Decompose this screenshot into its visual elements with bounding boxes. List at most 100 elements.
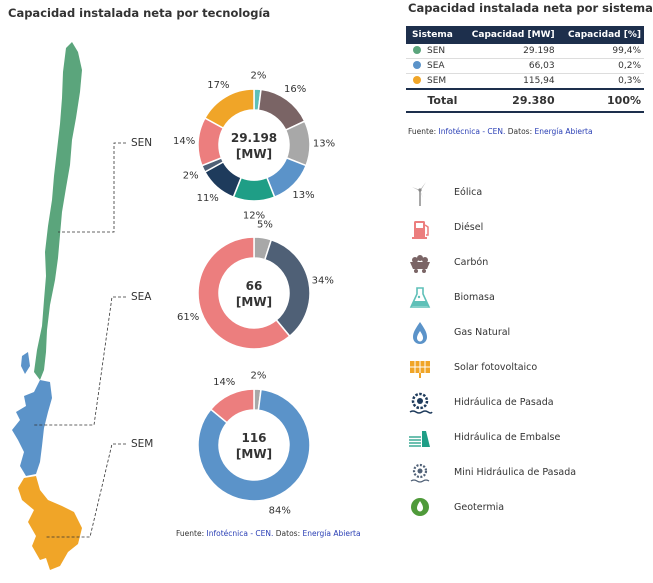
- slice-label: 16%: [284, 84, 306, 95]
- donut-center-value: 66: [246, 279, 263, 293]
- slice-label: 14%: [213, 377, 235, 388]
- fuel-pump-icon: [412, 221, 429, 239]
- donut-center-unit: [MW]: [236, 447, 272, 461]
- table-cell-pct: 99,4%: [557, 44, 644, 59]
- slice-label: 13%: [313, 138, 335, 149]
- legend-label: Hidráulica de Embalse: [454, 432, 561, 443]
- geothermal-icon: [411, 498, 429, 516]
- slice-label: 5%: [257, 219, 273, 230]
- slice-label: 2%: [183, 170, 199, 181]
- leader-line-sen: [58, 142, 126, 233]
- slice-label: 12%: [243, 211, 265, 222]
- mini-water-wheel-icon: [410, 463, 430, 483]
- region-label-sem: SEM: [131, 438, 153, 450]
- legend-item-hidraulica-embalse: Hidráulica de Embalse: [404, 423, 644, 453]
- legend-label: Gas Natural: [454, 327, 511, 338]
- table-total-pct: 100%: [557, 88, 644, 113]
- table-header: Capacidad [%]: [557, 26, 644, 44]
- donut-chart-sen: 2% 16% 13% 13% 12% 11% 2% 14% 17% 29.198 [MW]: [173, 71, 335, 222]
- table-total-mw: 29.380: [460, 88, 558, 113]
- chile-map: [12, 42, 82, 570]
- legend-label: Biomasa: [454, 292, 495, 303]
- map-region-sea: [12, 380, 52, 476]
- slice-label: 84%: [269, 506, 291, 517]
- flask-icon: [409, 287, 431, 308]
- wind-turbine-icon: [412, 182, 426, 206]
- legend-item-diesel: Diésel: [404, 213, 644, 243]
- chart-title: Capacidad instalada neta por tecnología: [8, 6, 271, 20]
- table-row: SEM 115,94 0,3%: [406, 73, 644, 90]
- table-cell-name: SEA: [406, 58, 461, 74]
- table-header: Capacidad [MW]: [460, 26, 558, 44]
- region-label-sen: SEN: [131, 137, 152, 149]
- slice-label: 2%: [250, 71, 266, 82]
- legend-dot-icon: [413, 76, 421, 84]
- gas-flame-icon: [413, 322, 427, 344]
- donut-center-unit: [MW]: [236, 147, 272, 161]
- slice-label: 17%: [207, 80, 229, 91]
- donut-chart-sea: 5% 34% 61% 66 [MW]: [177, 219, 334, 350]
- coal-cart-icon: [410, 255, 430, 273]
- legend-dot-icon: [413, 61, 421, 69]
- donut-slice-sea-2: [197, 236, 291, 350]
- donut-slice-sea-1: [263, 238, 311, 338]
- water-wheel-icon: [409, 392, 433, 414]
- table-total-label: Total: [406, 88, 461, 113]
- legend-item-gas-natural: Gas Natural: [404, 318, 644, 348]
- source-link-infotecnica[interactable]: Infotécnica - CEN.: [206, 529, 274, 538]
- legend-item-mini-hidraulica: Mini Hidráulica de Pasada: [404, 458, 644, 488]
- slice-label: 14%: [173, 136, 195, 147]
- donut-chart-sem: 2% 84% 14% 116 [MW]: [197, 371, 311, 517]
- legend-item-biomasa: Biomasa: [404, 283, 644, 313]
- table-cell-mw: 29.198: [460, 44, 558, 59]
- table-cell-mw: 115,94: [460, 73, 558, 90]
- table-total-row: Total 29.380 100%: [406, 88, 644, 113]
- table-cell-pct: 0,3%: [557, 73, 644, 90]
- donut-slice-sem-2: [209, 388, 255, 424]
- table-cell-name: SEN: [406, 44, 461, 59]
- legend-label: Solar fotovoltaico: [454, 362, 538, 373]
- legend-label: Geotermia: [454, 502, 505, 513]
- table-header: Sistema: [406, 26, 461, 44]
- map-region-sem: [18, 476, 82, 570]
- slice-label: 13%: [292, 190, 314, 201]
- source-link-energia-abierta[interactable]: Energía Abierta: [302, 529, 361, 538]
- source-link-energia-abierta[interactable]: Energía Abierta: [534, 127, 593, 136]
- slice-label: 61%: [177, 312, 199, 323]
- legend-item-carbon: Carbón: [404, 248, 644, 278]
- legend-label: Eólica: [454, 187, 483, 198]
- donut-slice-sen-8: [203, 88, 255, 130]
- donut-center-value: 116: [241, 431, 266, 445]
- slice-label: 11%: [197, 193, 219, 204]
- legend-label: Diésel: [454, 222, 484, 233]
- table-row: SEA 66,03 0,2%: [406, 58, 644, 74]
- region-label-sea: SEA: [131, 291, 152, 303]
- legend-item-hidraulica-pasada: Hidráulica de Pasada: [404, 388, 644, 418]
- source-link-infotecnica[interactable]: Infotécnica - CEN.: [438, 127, 506, 136]
- table-row: SEN 29.198 99,4%: [406, 44, 644, 59]
- legend-label: Hidráulica de Pasada: [454, 397, 554, 408]
- donut-slice-sem-1: [197, 388, 311, 502]
- table-cell-name: SEM: [406, 73, 461, 90]
- leader-line-sem: [46, 443, 126, 538]
- slice-label: 2%: [250, 371, 266, 382]
- table-cell-pct: 0,2%: [557, 58, 644, 74]
- legend-item-solar: Solar fotovoltaico: [404, 353, 644, 383]
- map-region-sen: [34, 42, 82, 380]
- legend-item-eolica: Eólica: [404, 178, 644, 208]
- legend-label: Mini Hidráulica de Pasada: [454, 467, 577, 478]
- leader-line-sea: [34, 296, 126, 426]
- donut-center-unit: [MW]: [236, 295, 272, 309]
- slice-label: 34%: [312, 275, 334, 286]
- solar-panel-icon: [410, 361, 430, 378]
- legend-dot-icon: [413, 46, 421, 54]
- map-region-sea-island: [21, 352, 30, 374]
- legend-item-geotermia: Geotermia: [404, 493, 644, 523]
- system-table: Sistema Capacidad [MW] Capacidad [%] SEN…: [406, 26, 644, 113]
- dam-icon: [409, 431, 430, 447]
- table-source-note: Fuente: Infotécnica - CEN. Datos: Energí…: [408, 127, 593, 136]
- table-cell-mw: 66,03: [460, 58, 558, 74]
- donut-center-value: 29.198: [231, 131, 277, 145]
- legend-label: Carbón: [454, 257, 489, 268]
